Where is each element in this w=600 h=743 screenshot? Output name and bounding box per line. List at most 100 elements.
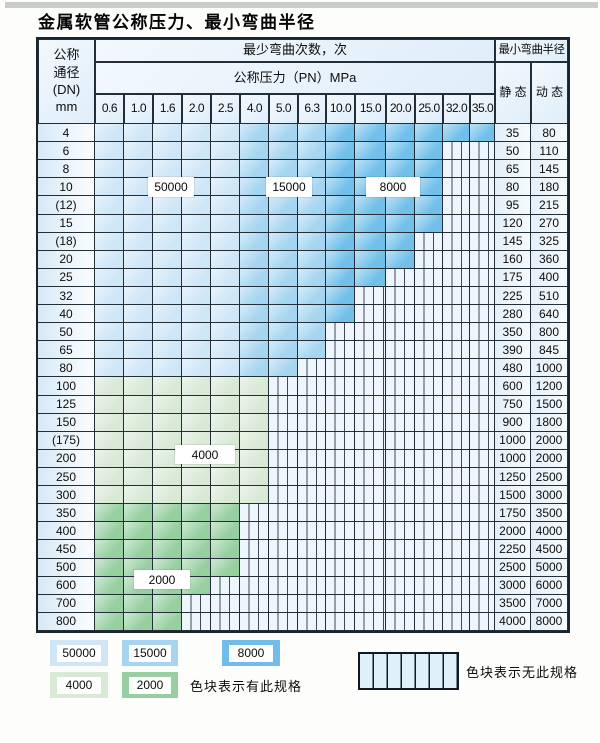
spec-cell (211, 341, 240, 360)
spec-cell (470, 449, 495, 469)
spec-cell (95, 160, 124, 179)
spec-cell (326, 377, 355, 396)
spec-cell (211, 305, 240, 324)
spec-cell (415, 142, 443, 161)
dn-cell: (175) (38, 431, 95, 450)
static-value-cell: 1000 (495, 449, 531, 469)
spec-cell (386, 576, 415, 595)
spec-cell (182, 124, 211, 143)
spec-cell (470, 341, 495, 360)
legend-swatch-label: 8000 (229, 644, 273, 662)
spec-cell (153, 124, 182, 143)
spec-cell (240, 431, 269, 450)
spec-cell (153, 522, 182, 541)
spec-cell (470, 305, 495, 324)
spec-cell (355, 395, 386, 414)
dn-cell: 40 (38, 305, 95, 324)
static-value-cell: 2500 (495, 558, 531, 577)
spec-cell (326, 196, 355, 215)
spec-cell (298, 540, 326, 559)
spec-cell (386, 142, 415, 161)
spec-cell (326, 594, 355, 613)
dn-cell: 200 (38, 449, 95, 469)
dn-cell: 50 (38, 323, 95, 342)
spec-cell (182, 323, 211, 342)
spec-cell (298, 504, 326, 523)
legend-swatch-label: 15000 (129, 644, 171, 662)
spec-cell (124, 305, 153, 324)
static-value-cell: 1500 (495, 486, 531, 505)
spec-cell (182, 268, 211, 287)
spec-cell (153, 377, 182, 396)
spec-cell (443, 178, 470, 197)
spec-cell (153, 196, 182, 215)
spec-cell (153, 594, 182, 613)
spec-cell (240, 178, 269, 197)
dn-cell: 20 (38, 250, 95, 269)
spec-cell (470, 214, 495, 233)
spec-cell (124, 196, 153, 215)
spec-cell (153, 214, 182, 233)
spec-cell (95, 341, 124, 360)
legend-swatch: 8000 (222, 640, 280, 666)
spec-cell (211, 178, 240, 197)
spec-cell (211, 612, 240, 631)
spec-cell (153, 250, 182, 269)
spec-cell (182, 160, 211, 179)
spec-cell (240, 413, 269, 432)
spec-cell (443, 323, 470, 342)
spec-cell (355, 250, 386, 269)
table-row: (18) 145 325 (38, 232, 568, 251)
pressure-column-header: 10.0 (326, 94, 355, 124)
spec-cell (182, 504, 211, 523)
spec-cell (470, 522, 495, 541)
spec-cell (95, 558, 124, 577)
dynamic-value-cell: 360 (531, 250, 568, 269)
spec-cell (211, 142, 240, 161)
dn-cell: 500 (38, 558, 95, 577)
table-row: 800 4000 8000 (38, 612, 568, 631)
table-row: 6 50 110 (38, 142, 568, 161)
spec-cell (298, 431, 326, 450)
dn-cell: 450 (38, 540, 95, 559)
dn-cell: 150 (38, 413, 95, 432)
spec-cell (269, 431, 298, 450)
spec-cell (470, 359, 495, 378)
spec-cell (153, 359, 182, 378)
spec-cell (298, 395, 326, 414)
spec-cell (211, 214, 240, 233)
spec-cell (182, 540, 211, 559)
spec-cell (95, 305, 124, 324)
spec-cell (298, 196, 326, 215)
spec-cell (326, 522, 355, 541)
spec-cell (470, 468, 495, 487)
spec-cell (211, 486, 240, 505)
spec-cell (298, 323, 326, 342)
cycle-label: 2000 (134, 570, 190, 589)
dynamic-value-cell: 510 (531, 286, 568, 306)
spec-cell (182, 359, 211, 378)
table-row: 50 350 800 (38, 323, 568, 342)
spec-cell (355, 160, 386, 179)
spec-cell (386, 323, 415, 342)
table-row: (175) 1000 2000 (38, 431, 568, 450)
spec-cell (269, 468, 298, 487)
spec-cell (326, 232, 355, 251)
spec-cell (415, 377, 443, 396)
dynamic-value-cell: 3500 (531, 504, 568, 523)
spec-cell (124, 449, 153, 469)
dn-cell: 125 (38, 395, 95, 414)
spec-cell (443, 540, 470, 559)
legend-swatch-label: 2000 (129, 676, 171, 694)
spec-cell (153, 286, 182, 306)
spec-cell (298, 413, 326, 432)
legend-swatch-label: 4000 (57, 676, 101, 694)
spec-cell (326, 504, 355, 523)
dynamic-value-cell: 2000 (531, 449, 568, 469)
spec-cell (95, 486, 124, 505)
spec-cell (298, 377, 326, 396)
spec-cell (326, 558, 355, 577)
legend-swatch: 4000 (50, 672, 108, 698)
table-row: 300 1500 3000 (38, 486, 568, 505)
spec-cell (298, 232, 326, 251)
